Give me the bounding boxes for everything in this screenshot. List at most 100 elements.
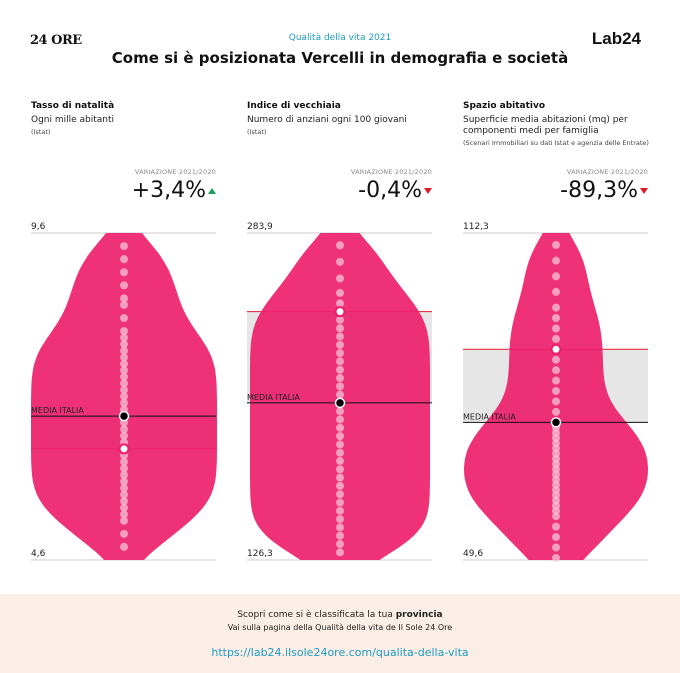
variation-number: 3,4%	[150, 178, 206, 203]
variation-label: VARIAZIONE 2021/2020	[134, 168, 216, 176]
province-dot	[336, 382, 344, 391]
arrow-down-icon	[424, 188, 432, 194]
footer-cta-bold: provincia	[395, 610, 443, 620]
province-dot	[120, 333, 128, 342]
province-dot	[336, 374, 344, 383]
province-dot	[552, 324, 560, 333]
variation-value: +3,4%	[106, 178, 216, 203]
province-dot	[120, 490, 128, 499]
province-dot	[336, 340, 344, 349]
province-dot	[120, 353, 128, 362]
province-dot	[336, 390, 344, 399]
province-dot	[552, 553, 560, 562]
province-dot	[120, 385, 128, 394]
province-dot	[552, 543, 560, 552]
province-dot	[552, 533, 560, 542]
axis-min-label: 4,6	[31, 549, 46, 559]
province-dot	[120, 242, 128, 251]
province-dot	[120, 399, 128, 408]
province-dot	[120, 281, 128, 290]
panel-title: Spazio abitativo	[463, 101, 546, 111]
panel-head-natalita: Tasso di natalità Ogni mille abitanti (I…	[31, 101, 231, 136]
panel-head-vecchiaia: Indice di vecchiaia Numero di anziani og…	[247, 101, 447, 136]
axis-min-label: 49,6	[463, 549, 483, 559]
province-dot	[120, 379, 128, 388]
province-dot	[336, 457, 344, 466]
axis-max-label: 9,6	[31, 222, 46, 232]
province-dot	[336, 448, 344, 457]
province-dot	[336, 498, 344, 507]
footer-cta-prefix: Scopri come si è classificata la tua	[237, 610, 396, 620]
province-dot	[336, 241, 344, 250]
panel-source: (Istat)	[31, 128, 51, 136]
province-dot	[336, 257, 344, 266]
panel-source: (Scenari Immobiliari su dati Istat e age…	[463, 139, 649, 147]
variation-value: -89,3%	[538, 178, 648, 203]
violin-charts: 9,6 4,6 MEDIA ITALIA 283,9 126,3 MEDIA ITALIA…	[31, 222, 648, 562]
province-dot	[336, 315, 344, 324]
axis-max-label: 112,3	[463, 222, 489, 232]
province-dot	[336, 299, 344, 308]
violin-shape	[464, 233, 648, 560]
province-dot	[552, 314, 560, 323]
province-dot	[120, 510, 128, 519]
province-dot	[120, 340, 128, 349]
panel-subtitle: Numero di anziani ogni 100 giovani	[247, 115, 407, 125]
province-dot	[336, 288, 344, 297]
variation-label: VARIAZIONE 2021/2020	[350, 168, 432, 176]
media-italia-dot	[550, 417, 562, 428]
province-dot	[120, 255, 128, 264]
province-dot	[120, 359, 128, 368]
province-dot	[552, 376, 560, 385]
province-dot	[336, 432, 344, 441]
province-dot	[120, 484, 128, 493]
variation-spazio: VARIAZIONE 2021/2020 -89,3%	[538, 168, 648, 203]
province-dot	[120, 366, 128, 375]
arrow-up-icon	[208, 188, 216, 194]
province-dot	[120, 542, 128, 551]
province-dot	[120, 431, 128, 440]
variation-sign: +	[131, 178, 151, 203]
province-dot	[336, 540, 344, 549]
media-italia-label: MEDIA ITALIA	[31, 406, 84, 415]
province-dot	[552, 287, 560, 296]
variation-number: 0,4%	[366, 178, 422, 203]
province-dot	[336, 332, 344, 341]
province-dot	[336, 407, 344, 416]
province-dot	[120, 470, 128, 479]
province-dot	[552, 397, 560, 406]
footer-subline: Vai sulla pagina della Qualità della vit…	[227, 623, 453, 632]
page-title: Come si è posizionata Vercelli in demogr…	[111, 49, 569, 67]
province-dot	[120, 314, 128, 323]
province-dot	[336, 481, 344, 490]
panel-subtitle: Superficie media abitazioni (mq) per com…	[463, 115, 628, 136]
province-dot	[552, 387, 560, 396]
province-dot	[552, 272, 560, 281]
province-dot	[120, 372, 128, 381]
vercelli-dot	[118, 443, 130, 455]
province-dot	[336, 274, 344, 283]
panel-head-spazio: Spazio abitativo Superficie media abitaz…	[463, 101, 653, 147]
province-dot	[120, 392, 128, 401]
panel-title: Tasso di natalità	[31, 101, 115, 111]
province-dot	[120, 294, 128, 303]
province-dot	[120, 503, 128, 512]
province-dot	[336, 365, 344, 374]
sole24ore-logo: 24 ORE	[30, 33, 82, 48]
province-dot	[336, 440, 344, 449]
kicker: Qualità della vita 2021	[288, 33, 392, 43]
panel-source: (Istat)	[247, 128, 267, 136]
province-dot	[336, 515, 344, 524]
province-dot	[552, 256, 560, 265]
province-dot	[336, 349, 344, 358]
province-dot	[120, 268, 128, 277]
province-dot	[120, 516, 128, 525]
province-dot	[120, 327, 128, 336]
footer-link[interactable]: https://lab24.ilsole24ore.com/qualita-de…	[211, 646, 469, 659]
province-dot	[336, 531, 344, 540]
lab24-logo: Lab24	[591, 29, 641, 48]
province-dot	[336, 490, 344, 499]
media-italia-label: MEDIA ITALIA	[247, 393, 300, 402]
province-dot	[120, 497, 128, 506]
province-dot	[336, 506, 344, 515]
